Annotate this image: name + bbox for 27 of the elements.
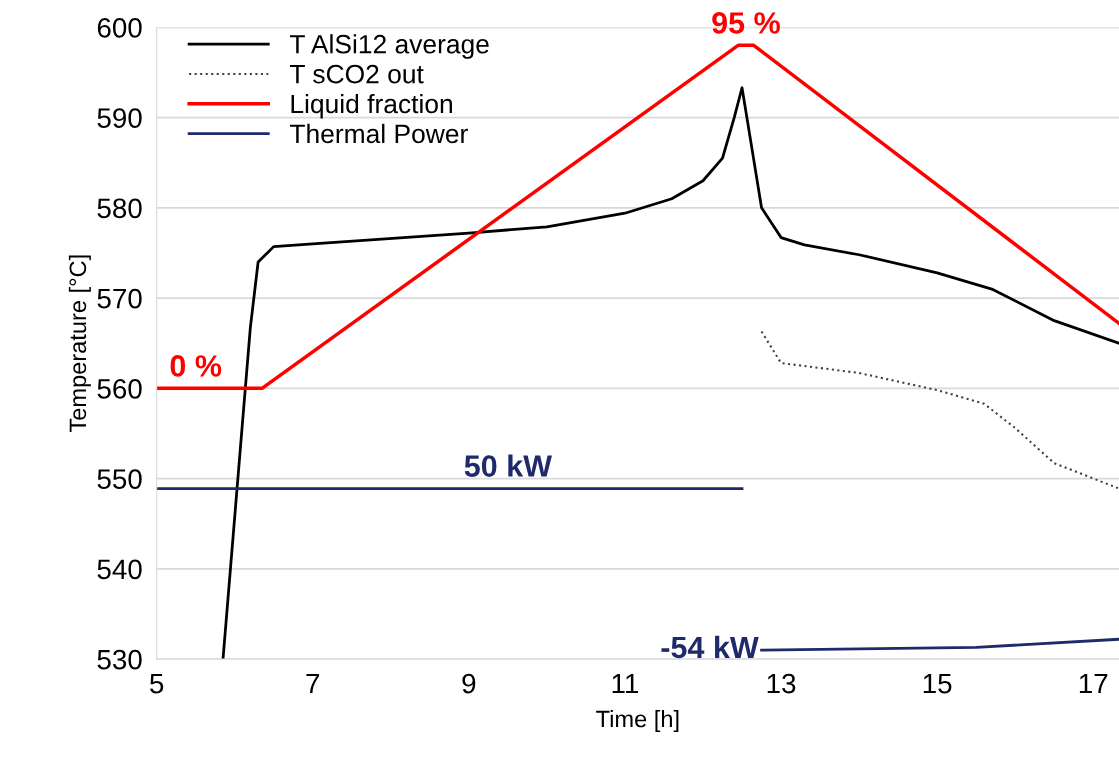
x-axis-title: Time [h] [596, 709, 679, 732]
legend-label: Thermal Power [289, 123, 468, 144]
annotation: -54 kW [661, 635, 759, 659]
annotation: 95 % [712, 12, 780, 34]
y-tick-label: 590 [97, 108, 142, 128]
line-series [760, 330, 1119, 490]
legend-label: T AlSi12 average [289, 34, 489, 59]
legend-label: T sCO2 out [289, 64, 424, 84]
y-tick-label: 580 [97, 198, 142, 219]
annotation: 50 kW [464, 454, 552, 477]
line-series [221, 86, 1119, 660]
y-tick-label: 600 [97, 17, 142, 38]
x-tick-label: 17 [1079, 674, 1108, 694]
x-tick-label: 9 [462, 673, 476, 694]
x-tick-label: 13 [767, 673, 796, 694]
x-tick-label: 7 [306, 674, 320, 694]
x-tick-label: 15 [923, 674, 952, 694]
x-tick-label: 5 [150, 674, 164, 694]
y-tick-label: 560 [97, 379, 142, 399]
legend-label: Liquid fraction [291, 93, 452, 119]
x-tick-label: 11 [612, 674, 639, 694]
y-tick-label: 540 [97, 559, 142, 580]
annotation: 0 % [170, 355, 222, 377]
y-tick-label: 570 [97, 288, 142, 309]
y-tick-label: 550 [97, 469, 142, 489]
y-tick-label: 530 [97, 649, 142, 670]
y-axis-title: Temperature [°C] [68, 255, 91, 433]
